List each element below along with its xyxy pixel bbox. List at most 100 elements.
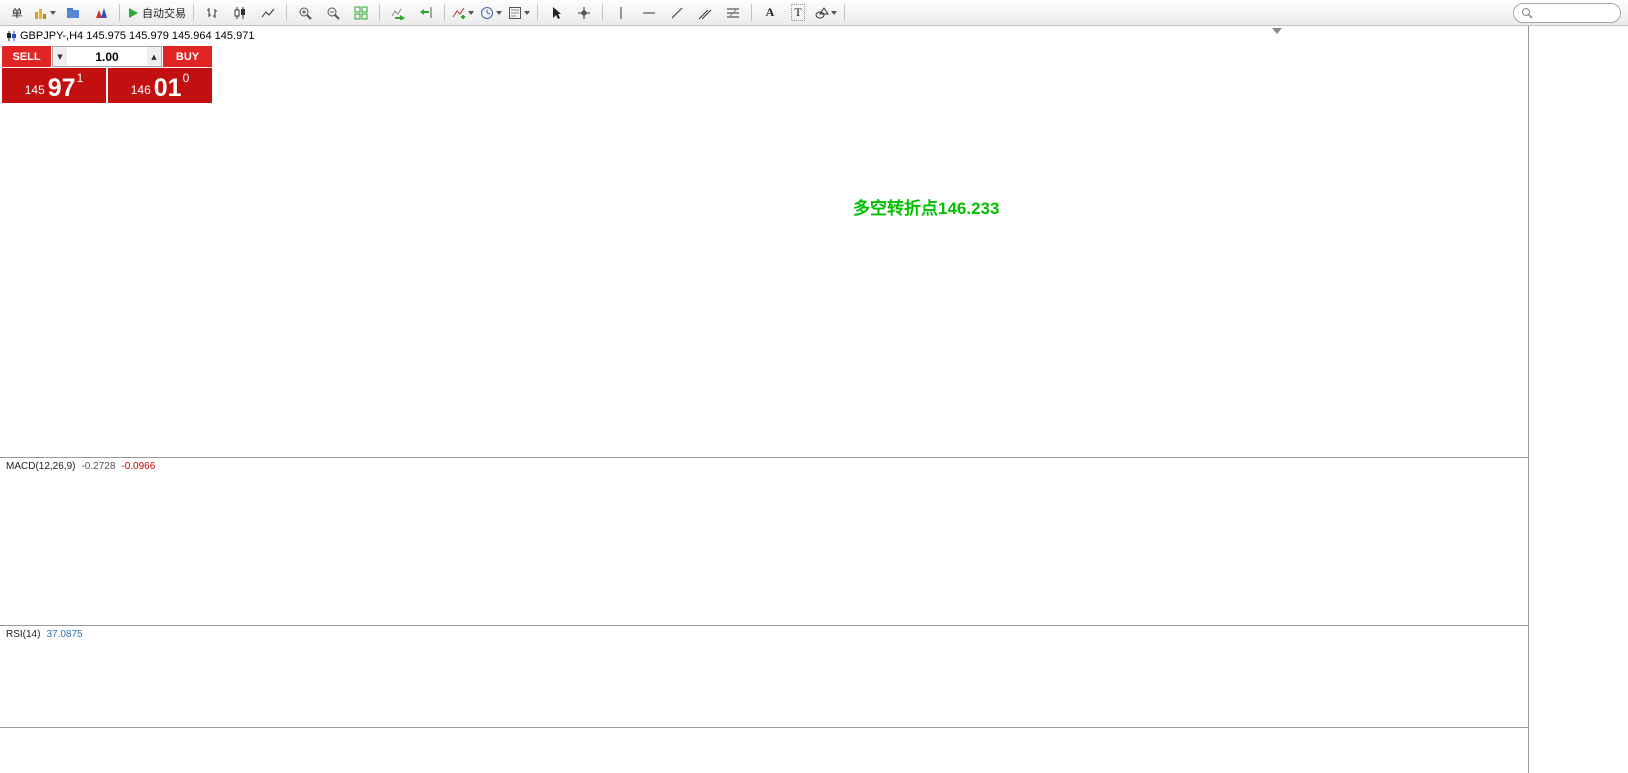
volume-value[interactable]: 1.00 — [95, 49, 119, 64]
toolbar-separator — [286, 4, 287, 21]
channel-icon — [698, 9, 712, 19]
tile-windows-button[interactable] — [347, 2, 375, 24]
vertical-line-icon — [620, 6, 622, 19]
buy-price-sup: 0 — [182, 71, 190, 85]
autotrading-label: 自动交易 — [142, 7, 186, 20]
macd-label: MACD(12,26,9) -0.2728 -0.0966 — [6, 461, 155, 472]
zoom-in-button[interactable] — [291, 2, 319, 24]
volume-increase-button[interactable]: ▲ — [147, 47, 161, 66]
indicators-button[interactable] — [449, 2, 477, 24]
trendline-icon — [671, 7, 683, 18]
new-chart-icon — [35, 8, 46, 19]
price-scale[interactable] — [1528, 26, 1628, 773]
sell-price-small: 145 — [24, 83, 45, 97]
chart-shift-marker-icon[interactable] — [1272, 28, 1282, 34]
toolbar-separator — [193, 4, 194, 21]
macd-signal-value: -0.0966 — [121, 461, 156, 472]
candlestick-chart-button[interactable] — [226, 2, 254, 24]
cursor-icon — [553, 6, 561, 19]
panel-separator[interactable] — [0, 727, 1628, 728]
buy-button[interactable]: BUY — [163, 46, 212, 67]
label-tool-icon: T — [791, 4, 805, 21]
templates-icon — [509, 6, 521, 19]
auto-scroll-icon — [391, 8, 405, 20]
new-order-button[interactable]: 单 — [3, 2, 31, 24]
rsi-label: RSI(14) 37.0875 — [6, 629, 83, 640]
periods-button[interactable] — [477, 2, 505, 24]
zoom-out-icon — [327, 7, 340, 20]
sell-button[interactable]: SELL — [2, 46, 51, 67]
sell-price-sup: 1 — [76, 71, 84, 85]
shapes-button[interactable] — [812, 2, 840, 24]
tile-windows-icon — [354, 6, 368, 19]
market-watch-button[interactable] — [87, 2, 115, 24]
crosshair-icon — [578, 6, 590, 19]
clock-icon — [481, 6, 493, 19]
new-order-label: 单 — [11, 7, 23, 20]
line-chart-icon — [261, 8, 275, 17]
buy-price-small: 146 — [130, 83, 151, 97]
toolbar-separator — [602, 4, 603, 21]
auto-scroll-button[interactable] — [384, 2, 412, 24]
rsi-name: RSI(14) — [6, 629, 41, 640]
search-icon — [1522, 7, 1533, 19]
horizontal-line-button[interactable] — [635, 2, 663, 24]
rsi-canvas[interactable] — [0, 626, 1528, 727]
trendline-button[interactable] — [663, 2, 691, 24]
macd-main-value: -0.2728 — [81, 461, 116, 472]
vertical-line-button[interactable] — [607, 2, 635, 24]
profiles-icon — [67, 7, 79, 18]
text-tool-button[interactable]: A — [756, 2, 784, 24]
zoom-in-icon — [299, 7, 312, 20]
zoom-out-button[interactable] — [319, 2, 347, 24]
market-watch-icon — [96, 7, 107, 18]
indicators-icon — [452, 7, 465, 19]
sell-price-button[interactable]: 145 97 1 — [2, 68, 106, 103]
toolbar-separator — [844, 4, 845, 21]
shapes-icon — [815, 6, 829, 18]
search-input[interactable] — [1537, 5, 1613, 20]
horizontal-line-icon — [643, 12, 655, 13]
bar-chart-button[interactable] — [198, 2, 226, 24]
pivot-annotation: 多空转折点146.233 — [853, 199, 1000, 218]
search-box[interactable] — [1513, 2, 1621, 23]
autotrading-button[interactable]: 自动交易 — [124, 2, 189, 24]
chevron-down-icon — [50, 10, 56, 15]
crosshair-button[interactable] — [570, 2, 598, 24]
buy-price-button[interactable]: 146 01 0 — [108, 68, 212, 103]
macd-canvas[interactable] — [0, 458, 1528, 625]
chevron-down-icon — [524, 10, 530, 15]
toolbar-separator — [444, 4, 445, 21]
panel-separator[interactable] — [0, 625, 1628, 626]
toolbar-separator — [751, 4, 752, 21]
chart-shift-icon — [420, 6, 432, 18]
volume-decrease-button[interactable]: ▼ — [53, 47, 67, 66]
price-chart-canvas[interactable] — [0, 26, 1528, 457]
line-chart-button[interactable] — [254, 2, 282, 24]
toolbar: 单 自动交易 — [0, 0, 1628, 26]
text-tool-icon: A — [765, 5, 775, 19]
toolbar-separator — [119, 4, 120, 21]
new-chart-button[interactable] — [31, 2, 59, 24]
symbol-ohlc-text: GBPJPY-,H4 145.975 145.979 145.964 145.9… — [20, 30, 255, 42]
bar-chart-icon — [207, 7, 217, 18]
time-axis[interactable] — [0, 728, 1528, 773]
symbol-chart-icon — [7, 31, 16, 41]
fibonacci-button[interactable] — [719, 2, 747, 24]
cursor-button[interactable] — [542, 2, 570, 24]
fibonacci-icon — [727, 7, 739, 18]
templates-button[interactable] — [505, 2, 533, 24]
panel-separator[interactable] — [0, 457, 1628, 458]
rsi-value: 37.0875 — [46, 629, 83, 640]
chart-shift-button[interactable] — [412, 2, 440, 24]
candlestick-chart-icon — [234, 6, 245, 19]
channel-button[interactable] — [691, 2, 719, 24]
one-click-trade-panel: SELL ▼ 1.00 ▲ BUY 145 97 1 146 01 0 — [2, 46, 212, 103]
play-icon — [129, 7, 138, 18]
label-tool-button[interactable]: T — [784, 2, 812, 24]
macd-name: MACD(12,26,9) — [6, 461, 76, 472]
toolbar-separator — [537, 4, 538, 21]
toolbar-separator — [379, 4, 380, 21]
profiles-button[interactable] — [59, 2, 87, 24]
